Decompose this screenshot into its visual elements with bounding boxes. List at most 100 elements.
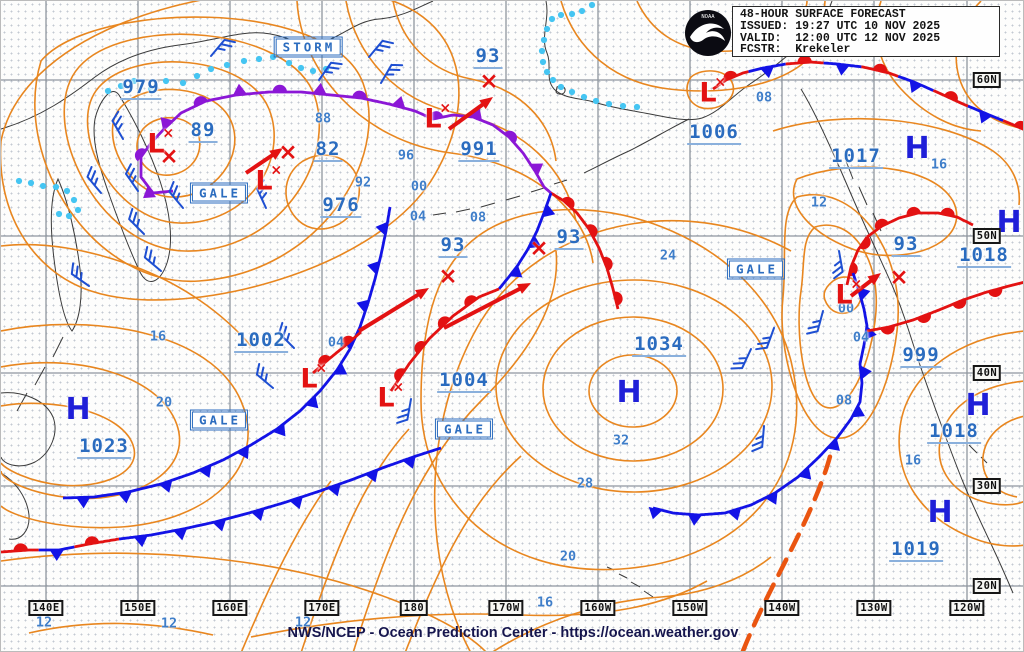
front-triangle bbox=[143, 185, 157, 199]
isobar bbox=[1, 361, 181, 500]
wind-barb-icon bbox=[255, 363, 274, 389]
isobar bbox=[296, 1, 594, 264]
ice-edge-dot bbox=[104, 87, 112, 95]
high-pressure-symbol: H bbox=[904, 131, 930, 166]
warning-label-box: STORM bbox=[273, 36, 343, 58]
front-triangle bbox=[509, 265, 523, 278]
pressure-value-label: 1034 bbox=[632, 333, 686, 357]
isobar bbox=[1, 552, 487, 651]
wind-barb-icon bbox=[368, 39, 394, 58]
isobar-value-label: 12 bbox=[294, 614, 312, 631]
movement-arrow-shaft bbox=[447, 100, 488, 131]
pressure-value-label: 976 bbox=[320, 194, 362, 218]
ice-edge-dot bbox=[540, 36, 548, 44]
coastline bbox=[16, 336, 64, 412]
isobar bbox=[300, 428, 410, 651]
front-semicircle bbox=[944, 91, 958, 102]
front-triangle bbox=[173, 528, 188, 541]
isobar bbox=[686, 70, 735, 110]
latitude-label-box: 30N bbox=[972, 478, 1002, 494]
low-pressure-symbol: L × bbox=[300, 360, 328, 395]
warm-front bbox=[389, 287, 500, 392]
pressure-value-label: 1002 bbox=[234, 329, 288, 353]
longitude-label-box: 140E bbox=[28, 600, 64, 616]
wind-barb-icon bbox=[256, 179, 268, 209]
front-triangle bbox=[212, 519, 227, 532]
noaa-logo-text: NOAA bbox=[701, 14, 715, 20]
isobar bbox=[420, 208, 798, 571]
stationary-front-segment bbox=[785, 60, 824, 66]
longitude-label-box: 150E bbox=[120, 600, 156, 616]
isobar bbox=[1, 323, 249, 529]
warning-label-box: GALE bbox=[189, 409, 249, 431]
isobar-value-label: 24 bbox=[659, 247, 677, 264]
front-triangle bbox=[117, 491, 132, 504]
isobar bbox=[1, 1, 460, 301]
isobar-value-label: 96 bbox=[397, 147, 415, 164]
ice-edge-dot bbox=[117, 82, 125, 90]
isobar bbox=[1, 243, 252, 347]
wind-barb-icon bbox=[278, 321, 295, 349]
ice-edge-dot bbox=[588, 1, 596, 9]
title-block: 48-HOUR SURFACE FORECAST ISSUED: 19:27 U… bbox=[732, 6, 1000, 57]
front-triangle bbox=[851, 404, 865, 418]
wind-barb-icon bbox=[86, 165, 102, 194]
ice-edge-dot bbox=[55, 210, 63, 218]
isobar-value-label: 16 bbox=[930, 156, 948, 173]
pressure-value-label: 1018 bbox=[927, 420, 981, 444]
ice-edge-dot bbox=[27, 179, 35, 187]
latitude-label-box: 60N bbox=[972, 72, 1002, 88]
front-triangle bbox=[648, 506, 663, 520]
ice-edge-dot bbox=[269, 53, 277, 61]
ice-edge-dot bbox=[207, 65, 215, 73]
longitude-label-box: 130W bbox=[856, 600, 892, 616]
front-semicircle bbox=[849, 261, 858, 277]
front-semicircle bbox=[613, 291, 623, 306]
ice-edge-dot bbox=[193, 72, 201, 80]
warning-label-box: GALE bbox=[189, 182, 249, 204]
isobar-value-label: 08 bbox=[469, 209, 487, 226]
trough-dashed-line bbox=[740, 445, 835, 651]
low-pressure-symbol: L × bbox=[255, 162, 283, 197]
ice-edge-dot bbox=[568, 88, 576, 96]
wind-barbs bbox=[70, 38, 844, 453]
pressure-value-label: 93 bbox=[438, 234, 468, 258]
pressure-value-label: 1006 bbox=[687, 121, 741, 145]
isobar bbox=[588, 354, 678, 428]
wind-barb-icon bbox=[751, 425, 765, 453]
front-semicircle bbox=[906, 206, 921, 216]
front-semicircle bbox=[602, 256, 613, 271]
wind-barb-icon bbox=[70, 262, 90, 287]
ice-edge-dot bbox=[52, 183, 60, 191]
forecast-position-x-mark: × bbox=[529, 235, 549, 262]
isobar bbox=[772, 117, 1021, 206]
longitude-label-box: 180 bbox=[399, 600, 429, 616]
isobar bbox=[542, 316, 724, 462]
pressure-value-label: 1019 bbox=[889, 538, 943, 562]
pressure-value-label: 1004 bbox=[437, 369, 491, 393]
isobar-value-label: 00 bbox=[837, 300, 855, 317]
front-semicircle bbox=[723, 70, 738, 81]
ice-edge-dot bbox=[39, 182, 47, 190]
weather-fronts bbox=[1, 55, 1023, 561]
pressure-value-label: 93 bbox=[554, 226, 584, 250]
isobar bbox=[404, 455, 522, 651]
isobar bbox=[781, 194, 899, 440]
credit-line: NWS/NCEP - Ocean Prediction Center - htt… bbox=[287, 625, 739, 641]
front-semicircle bbox=[505, 130, 517, 144]
pressure-value-label: 1017 bbox=[829, 145, 883, 169]
low-pressure-symbol: L × bbox=[424, 100, 452, 135]
front-semicircle bbox=[464, 295, 478, 307]
ice-edge-dot bbox=[162, 77, 170, 85]
wind-barb-icon bbox=[168, 180, 184, 209]
front-triangle bbox=[469, 107, 483, 121]
stationary-front-segment bbox=[1, 548, 39, 554]
isobar-value-label: 32 bbox=[612, 432, 630, 449]
ice-edge-dot bbox=[223, 61, 231, 69]
front-triangle bbox=[542, 204, 556, 218]
front-triangle bbox=[530, 163, 544, 176]
low-center-x-mark: × bbox=[270, 162, 283, 179]
stationary-front-segment bbox=[861, 65, 899, 78]
front-semicircle bbox=[341, 335, 354, 348]
movement-arrow-shaft bbox=[443, 284, 525, 330]
